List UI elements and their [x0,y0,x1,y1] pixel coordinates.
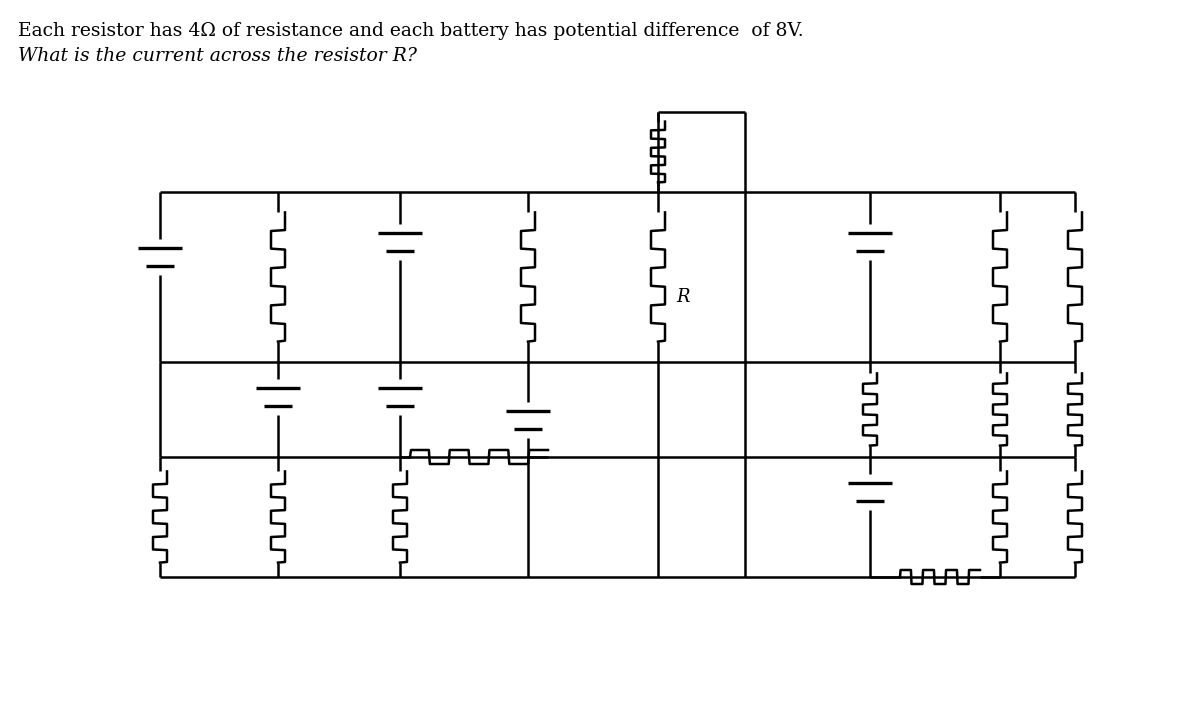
Text: R: R [676,288,690,306]
Text: What is the current across the resistor R?: What is the current across the resistor … [18,47,416,65]
Text: Each resistor has 4Ω of resistance and each battery has potential difference  of: Each resistor has 4Ω of resistance and e… [18,22,804,40]
